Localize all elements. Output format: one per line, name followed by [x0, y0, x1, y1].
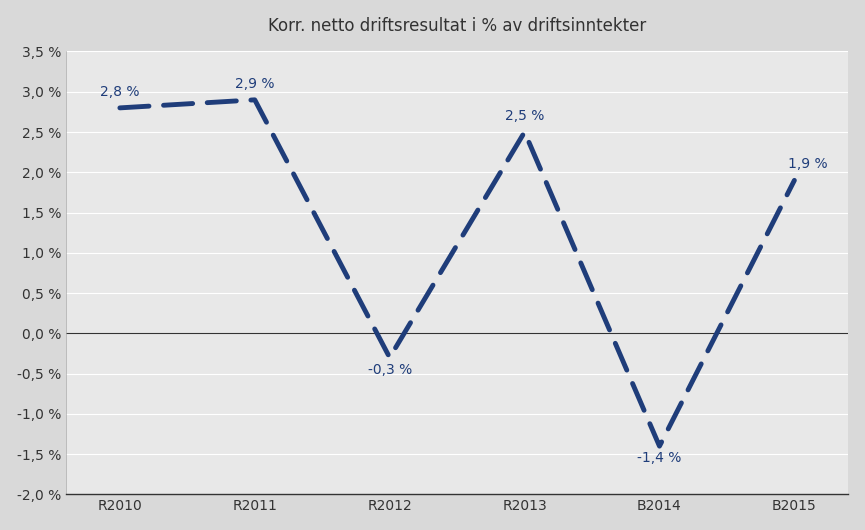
- Text: 2,5 %: 2,5 %: [505, 109, 544, 123]
- Text: 1,9 %: 1,9 %: [788, 157, 828, 171]
- Text: 2,9 %: 2,9 %: [235, 77, 274, 91]
- Text: 2,8 %: 2,8 %: [100, 85, 139, 99]
- Title: Korr. netto driftsresultat i % av driftsinntekter: Korr. netto driftsresultat i % av drifts…: [268, 16, 646, 34]
- Text: -1,4 %: -1,4 %: [638, 451, 682, 465]
- Text: -0,3 %: -0,3 %: [368, 363, 412, 377]
